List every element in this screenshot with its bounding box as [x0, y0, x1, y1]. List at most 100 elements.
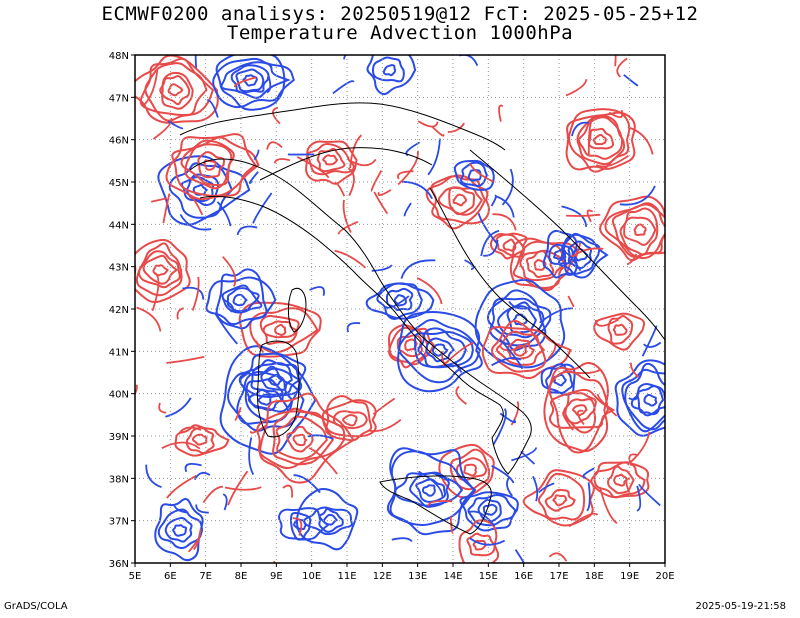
cold-advection-contour [221, 284, 263, 314]
warm-advection-contour [607, 315, 634, 345]
contour-segment [206, 99, 219, 118]
contour-segment [184, 463, 202, 473]
warm-advection-contour [325, 395, 373, 442]
warm-advection-contour [259, 315, 300, 345]
contour-segment [449, 516, 454, 534]
contour-segment [469, 537, 506, 546]
x-tick-label: 7E [199, 571, 212, 582]
warm-advection-contour [322, 154, 339, 166]
cold-advection-contour [393, 294, 407, 307]
warm-advection-contour [332, 410, 368, 430]
contour-segment [532, 475, 539, 502]
contour-segment [189, 196, 204, 216]
cold-advection-contour [227, 365, 305, 432]
contour-segment [151, 272, 160, 312]
contour-field [135, 55, 665, 563]
contour-segment [641, 325, 658, 357]
warm-advection-contour [437, 186, 484, 216]
contour-segment [561, 250, 582, 272]
warm-advection-contour [633, 223, 647, 236]
contour-segment [202, 485, 223, 504]
contour-segment [145, 464, 162, 489]
warm-advection-contour [592, 133, 607, 146]
contour-segment [491, 357, 522, 367]
contour-segment [582, 467, 595, 479]
warm-advection-contour [197, 151, 226, 179]
x-tick-label: 19E [620, 571, 639, 582]
cold-advection-contour [247, 388, 283, 412]
cold-advection-contour [318, 507, 344, 533]
warm-advection-contour [191, 433, 208, 446]
contour-segment [194, 55, 198, 68]
contour-segment [469, 510, 496, 527]
cold-advection-contour [421, 484, 436, 497]
warm-advection-contour [543, 362, 609, 453]
warm-advection-contour [506, 338, 536, 361]
contour-segment [166, 356, 205, 364]
contour-segment [638, 483, 661, 507]
contour-segment [636, 485, 642, 512]
contour-segment [224, 486, 262, 491]
footer-timestamp: 2025-05-19-21:58 [695, 601, 786, 612]
contour-segment [491, 464, 515, 484]
warm-advection-contour [135, 238, 191, 304]
contour-segment [586, 209, 594, 223]
x-tick-label: 13E [408, 571, 427, 582]
contour-segment [495, 195, 515, 218]
warm-advection-contour [502, 238, 517, 252]
cold-advection-contour [386, 450, 477, 526]
contour-segment [431, 125, 445, 137]
contour-segment [565, 78, 588, 97]
warm-advection-contour [142, 254, 179, 285]
contour-segment [255, 340, 265, 353]
cold-advection-contour [250, 362, 302, 396]
contour-segment [400, 259, 436, 279]
adriatic-coastline [429, 187, 591, 379]
contour-segment [514, 549, 526, 563]
contour-segment [221, 298, 234, 313]
cold-advection-contour [558, 233, 609, 279]
warm-advection-contour [274, 323, 287, 336]
y-tick-label: 38N [109, 474, 129, 485]
warm-advection-contour [165, 133, 257, 201]
contour-segment [567, 295, 575, 308]
cold-advection-contour [397, 311, 483, 393]
cold-advection-contour [278, 507, 330, 541]
coastlines [179, 102, 665, 535]
warm-advection-contour [548, 388, 616, 429]
contour-segment [576, 409, 585, 426]
contour-segment [216, 201, 232, 227]
cold-advection-contour [497, 301, 545, 339]
cold-advection-contour [643, 393, 658, 407]
warm-advection-contour [135, 242, 183, 297]
y-tick-label: 46N [109, 136, 129, 147]
x-tick-label: 10E [302, 571, 321, 582]
contour-segment [308, 447, 338, 475]
warm-advection-contour [613, 473, 628, 487]
cold-advection-contour [295, 488, 359, 551]
warm-advection-contour [552, 494, 568, 507]
contour-segment [222, 256, 237, 287]
cold-advection-contour [474, 278, 566, 369]
cold-advection-contour [290, 511, 312, 541]
contour-segment [595, 154, 629, 168]
cold-advection-contour [220, 61, 291, 99]
warm-advection-contour [404, 338, 418, 352]
warm-advection-contour [599, 195, 665, 262]
warm-advection-contour [159, 75, 191, 106]
contour-segment [248, 437, 255, 476]
warm-advection-contour [619, 207, 659, 256]
warm-advection-contour [509, 237, 578, 292]
contour-segment [538, 482, 555, 494]
warm-advection-contour [495, 233, 525, 257]
warm-advection-contour [537, 472, 586, 521]
y-tick-label: 44N [109, 220, 129, 231]
cold-advection-contour [621, 368, 665, 431]
warm-advection-contour [139, 57, 215, 117]
contour-segment [548, 552, 568, 562]
cold-advection-contour [232, 293, 248, 307]
x-tick-label: 12E [373, 571, 392, 582]
contour-segment [173, 505, 189, 514]
warm-advection-contour [533, 259, 547, 271]
contour-segment [135, 384, 138, 396]
